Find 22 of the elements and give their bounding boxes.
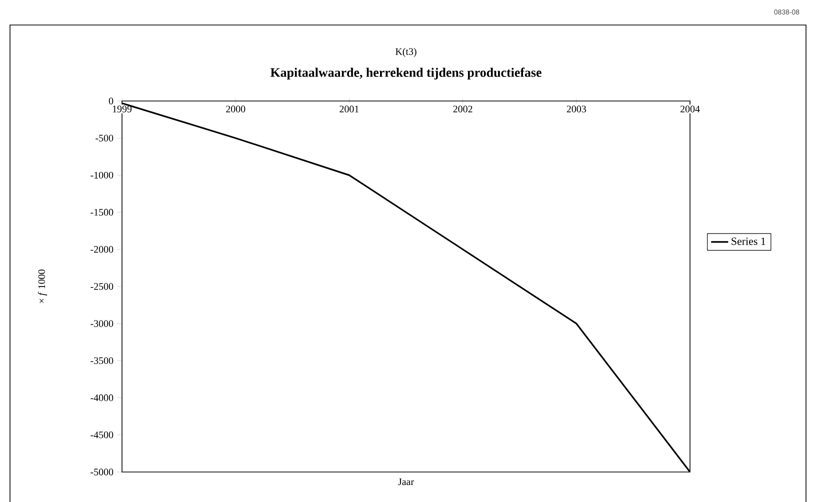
chart-title: K(t3) (396, 48, 416, 57)
chart-subtitle: Kapitaalwaarde, herrekend tijdens productiefase (270, 68, 542, 80)
y-axis-title: × f 1000 (38, 270, 48, 303)
x-tick-label: 1999 (112, 106, 132, 112)
y-tick-label: -3500 (90, 357, 114, 364)
x-tick-label: 2002 (453, 106, 472, 112)
y-tick-label: -2500 (90, 283, 114, 290)
x-tick-label: 2003 (566, 106, 586, 112)
y-tick-label: -1000 (90, 172, 114, 179)
y-tick-label: 0 (108, 98, 114, 104)
y-tick-label: -5000 (90, 468, 114, 476)
y-tick-label: -500 (96, 134, 114, 142)
x-axis-title: Jaar (398, 478, 414, 486)
x-tick-label: 2000 (226, 106, 246, 112)
y-tick-label: -2000 (90, 246, 114, 253)
legend-label: Series 1 (732, 238, 766, 245)
y-tick-label: -1500 (90, 208, 114, 216)
y-tick-label: -4500 (90, 432, 114, 438)
x-tick-label: 2004 (680, 106, 700, 112)
x-tick-label: 2001 (340, 106, 359, 112)
y-tick-label: -4000 (90, 394, 114, 402)
y-tick-label: -3000 (90, 320, 114, 327)
